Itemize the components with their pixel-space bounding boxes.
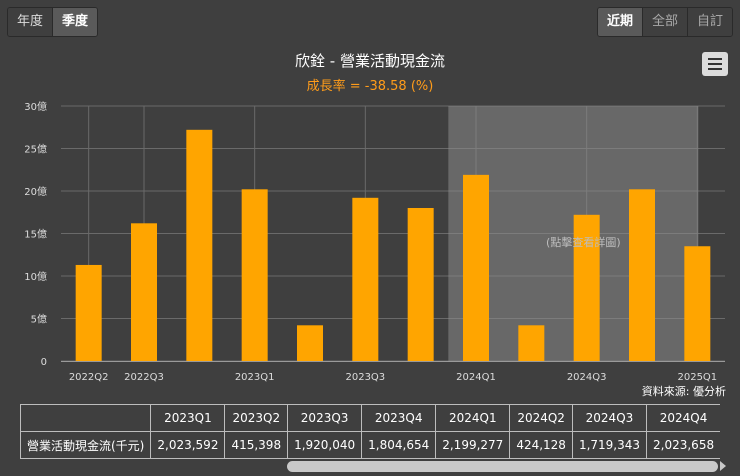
bar-chart: 欣銓 - 營業活動現金流 成長率 = -38.58 (%) 0 5億 10億 15億 2… (24, 52, 725, 383)
chart-subtitle: 成長率 = -38.58 (%) (307, 78, 434, 94)
data-source-credit: 資料來源: 優分析 (641, 385, 726, 398)
table-header-cell: 2023Q3 (287, 404, 363, 432)
period-toggle: 年度 季度 (7, 7, 99, 37)
bar-2023Q3[interactable] (352, 197, 379, 361)
annual-tab[interactable]: 年度 (8, 8, 54, 36)
table-cell: 1,804,654 (361, 431, 437, 459)
bar-2024Q2[interactable] (518, 325, 545, 361)
table-header-cell: 2024Q4 (646, 404, 720, 432)
x-tick-label: 2022Q3 (124, 372, 164, 383)
table-header-cell: 2023Q1 (150, 404, 226, 432)
y-tick-label: 15億 (24, 228, 47, 241)
table-header-row: 2023Q1 2023Q2 2023Q3 2023Q4 2024Q1 2024Q2 2024… (20, 404, 720, 432)
zoom-hint[interactable]: (點擊查看詳圖) (546, 235, 621, 249)
table-cell: 2,199,277 (435, 431, 511, 459)
table-cell: 2,023,592 (150, 431, 226, 459)
zoom-selection-band[interactable] (448, 106, 699, 361)
table-header-cell: 2024Q2 (509, 404, 573, 432)
x-tick-label: 2022Q2 (69, 372, 109, 383)
table-header-cell: 2024Q3 (571, 404, 648, 432)
table-cell: 424,128 (509, 431, 573, 459)
table-scrollbar-thumb[interactable] (287, 461, 718, 472)
chart-title: 欣銓 - 營業活動現金流 (295, 52, 445, 70)
table-corner-cell (20, 404, 152, 432)
table-cell: 1,920,040 (287, 431, 363, 459)
y-tick-label: 25億 (24, 143, 47, 156)
data-table: 2023Q1 2023Q2 2023Q3 2023Q4 2024Q1 2024Q2 2024… (20, 404, 720, 459)
bar-2022Q4[interactable] (186, 129, 213, 361)
table-row-label: 營業活動現金流(千元) (20, 431, 152, 459)
x-tick-label: 2023Q1 (235, 372, 275, 383)
y-tick-label: 0 (41, 357, 47, 368)
bar-2024Q1[interactable] (463, 174, 489, 361)
hamburger-menu-icon[interactable] (702, 52, 728, 76)
all-tab[interactable]: 全部 (642, 8, 688, 36)
table-cell: 2,023,658 (646, 431, 720, 459)
table-row: 營業活動現金流(千元) 2,023,592 415,398 1,920,040 1,8… (20, 431, 720, 459)
data-table-container: 2023Q1 2023Q2 2023Q3 2023Q4 2024Q1 2024Q2 2024… (20, 404, 720, 460)
bar-2023Q1[interactable] (241, 189, 268, 361)
table-cell: 415,398 (224, 431, 289, 459)
bar-2025Q1[interactable] (684, 246, 711, 361)
x-tick-label: 2024Q3 (567, 372, 607, 383)
y-tick-label: 10億 (24, 270, 47, 283)
y-tick-label: 5億 (31, 313, 47, 326)
range-toggle: 近期 全部 自訂 (596, 7, 733, 37)
table-header-cell: 2024Q1 (435, 404, 511, 432)
custom-tab[interactable]: 自訂 (687, 8, 732, 36)
x-tick-label: 2024Q1 (456, 372, 496, 383)
bar-2024Q3[interactable] (573, 214, 600, 361)
table-header-cell: 2023Q2 (224, 404, 289, 432)
table-header-cell: 2023Q4 (361, 404, 437, 432)
y-tick-label: 20億 (24, 185, 47, 198)
quarterly-tab[interactable]: 季度 (53, 8, 98, 36)
bar-2022Q2[interactable] (75, 264, 102, 361)
bars-layer (75, 129, 711, 361)
x-tick-label: 2023Q3 (345, 372, 385, 383)
axis-layer: 0 5億 10億 15億 20億 25億 30億 2022Q2 2022Q3 2023Q1 2023… (24, 100, 725, 383)
y-tick-label: 30億 (24, 100, 47, 113)
bar-2024Q4[interactable] (629, 189, 655, 361)
scroll-right-arrow-icon[interactable] (720, 461, 726, 471)
x-tick-label: 2025Q1 (677, 372, 717, 383)
bar-2022Q3[interactable] (131, 223, 157, 361)
bar-2023Q2[interactable] (297, 325, 323, 361)
recent-tab[interactable]: 近期 (597, 8, 643, 36)
bar-2023Q4[interactable] (407, 208, 434, 361)
table-cell: 1,719,343 (571, 431, 648, 459)
